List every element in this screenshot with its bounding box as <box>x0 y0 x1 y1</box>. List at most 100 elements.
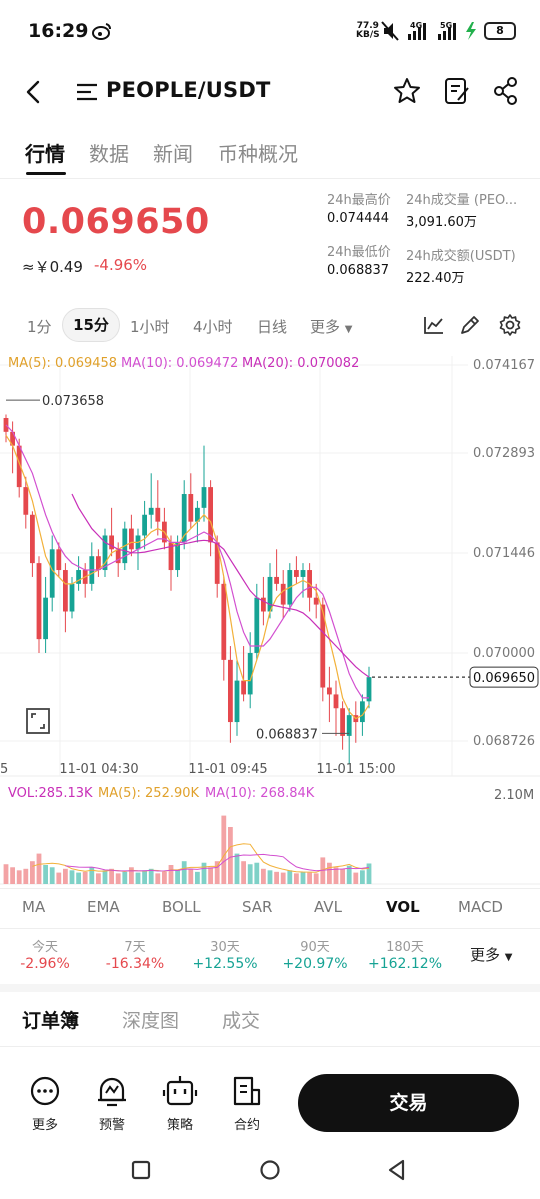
contract-icon <box>233 1076 261 1106</box>
trade-button[interactable]: 交易 <box>298 1074 519 1132</box>
candle-body <box>96 556 101 571</box>
back-nav-icon[interactable] <box>386 1159 408 1181</box>
volume-bar <box>208 867 213 884</box>
tab-depth[interactable]: 深度图 <box>122 1010 180 1032</box>
candle-body <box>280 583 286 605</box>
home-icon[interactable] <box>259 1159 281 1181</box>
volume-bar <box>89 867 95 884</box>
indicator-macd[interactable]: MACD <box>458 898 503 916</box>
indicator-sar[interactable]: SAR <box>242 898 273 916</box>
volume-bar <box>228 827 233 884</box>
volume-bar <box>142 870 147 884</box>
candle-body <box>267 576 273 612</box>
recent-apps-icon[interactable] <box>131 1160 151 1180</box>
status-bar: 16:29 77.9 KB/S 4G 5G 8 <box>0 0 540 64</box>
main-tabs: 行情 数据 新闻 币种概况 <box>0 128 540 178</box>
y-tick-label: 0.068726 <box>473 734 535 749</box>
candle-body <box>36 563 42 640</box>
bottom-divider <box>0 1046 540 1047</box>
tab-trades[interactable]: 成交 <box>222 1010 261 1032</box>
tab-news[interactable]: 新闻 <box>153 142 193 166</box>
volume-bar <box>122 871 128 884</box>
vol-ma10-legend: MA(10): 268.84K <box>205 786 315 801</box>
perf-value-90d: +20.97% <box>282 956 348 972</box>
indicator-ma[interactable]: MA <box>22 898 46 916</box>
amount-value: 222.40万 <box>406 271 465 286</box>
vol-value: 3,091.60万 <box>406 215 477 230</box>
star-icon[interactable] <box>392 76 422 106</box>
volume-bar <box>267 870 273 884</box>
bottom-alert-button[interactable]: 预警 <box>87 1074 137 1133</box>
perf-label-30d: 30天 <box>210 940 240 955</box>
bottom-more-button[interactable]: 更多 <box>20 1074 70 1133</box>
volume-bar <box>287 870 293 884</box>
section-divider <box>0 984 540 992</box>
tab-market[interactable]: 行情 <box>25 142 65 166</box>
candle-body <box>234 680 240 723</box>
indicator-boll[interactable]: BOLL <box>162 898 201 916</box>
volume-bar <box>135 872 141 884</box>
volume-bar <box>49 867 55 884</box>
volume-bar <box>96 873 101 884</box>
tab-overview[interactable]: 币种概况 <box>218 142 298 166</box>
interval-1d[interactable]: 日线 <box>257 318 288 336</box>
volume-bar <box>162 871 167 884</box>
candle-body <box>360 701 365 723</box>
draw-pen-icon[interactable] <box>458 313 482 337</box>
bottom-strategy-button[interactable]: 策略 <box>155 1074 205 1133</box>
share-icon[interactable] <box>492 76 520 106</box>
candle-body <box>221 583 227 660</box>
candle-body <box>142 514 147 536</box>
vol-label: 24h成交量 (PEO... <box>406 193 518 208</box>
candle-body <box>30 514 35 564</box>
kline-chart[interactable]: 0.074167 0.072893 0.071446 0.070000 0.068726… <box>0 352 540 892</box>
indicator-icon[interactable] <box>423 315 445 335</box>
indicator-ema[interactable]: EMA <box>87 898 120 916</box>
volume-bar <box>188 868 194 884</box>
pair-title[interactable]: PEOPLE/USDT <box>106 78 271 102</box>
cny-price: ≈￥0.49 <box>22 258 83 276</box>
volume-bar <box>102 870 108 884</box>
fullscreen-icon[interactable] <box>26 708 50 734</box>
indicator-avl[interactable]: AVL <box>314 898 342 916</box>
back-icon[interactable] <box>24 80 44 104</box>
candle-body <box>43 597 48 640</box>
vol-legend: VOL:285.13K <box>8 786 93 801</box>
perf-value-today: -2.96% <box>20 956 70 972</box>
candle-body <box>294 570 299 577</box>
menu-icon[interactable] <box>76 82 98 102</box>
volume-bar <box>346 865 352 884</box>
interval-15m[interactable]: 15分 <box>62 308 120 342</box>
volume-bar <box>201 862 207 884</box>
volume-bar <box>43 865 48 884</box>
robot-icon <box>162 1076 198 1106</box>
ma20-legend: MA(20): 0.070082 <box>242 356 360 371</box>
x-tick-label: 11-01 09:45 <box>188 762 267 777</box>
tab-data[interactable]: 数据 <box>89 142 129 166</box>
perf-divider <box>0 928 540 929</box>
volume-bar <box>82 871 88 884</box>
indicator-vol[interactable]: VOL <box>386 898 420 916</box>
candle-body <box>366 677 372 702</box>
gear-icon[interactable] <box>498 313 522 337</box>
candle-body <box>76 570 81 584</box>
interval-more[interactable]: 更多 ▼ <box>310 318 353 336</box>
candle-body <box>241 680 246 695</box>
interval-4h[interactable]: 4小时 <box>193 318 233 336</box>
note-edit-icon[interactable] <box>443 76 471 106</box>
volume-bar <box>30 861 35 884</box>
candle-body <box>16 445 22 488</box>
perf-label-180d: 180天 <box>386 940 424 955</box>
mute-icon <box>381 21 399 41</box>
interval-1h[interactable]: 1小时 <box>130 318 170 336</box>
volume-bar <box>36 853 42 884</box>
candle-body <box>274 576 279 584</box>
perf-more-button[interactable]: 更多 ▼ <box>470 946 513 964</box>
volume-bar <box>280 872 286 884</box>
candle-body <box>63 570 68 612</box>
interval-1m[interactable]: 1分 <box>27 318 52 336</box>
bottom-contract-button[interactable]: 合约 <box>222 1074 272 1133</box>
candle-body <box>195 507 200 522</box>
tab-orderbook[interactable]: 订单簿 <box>22 1010 80 1032</box>
vol-max-label: 2.10M <box>494 788 535 803</box>
